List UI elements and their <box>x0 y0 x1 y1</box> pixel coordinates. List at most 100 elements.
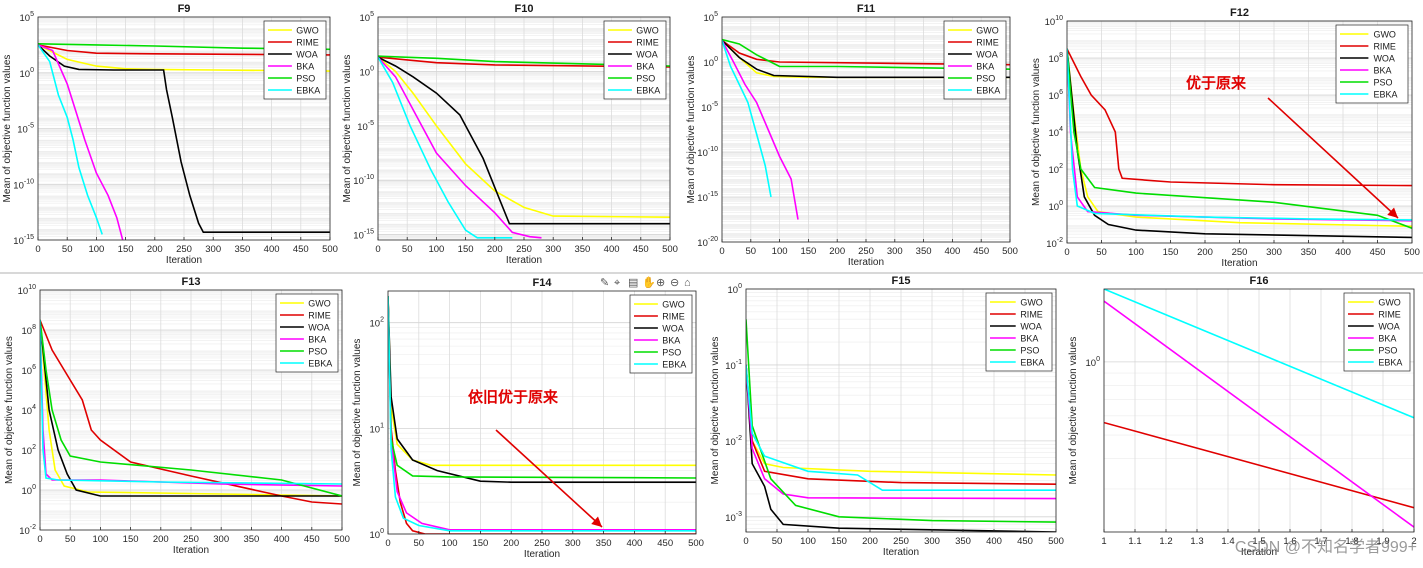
x-tick-label: 150 <box>458 244 474 255</box>
legend[interactable]: GWO RIME WOA BKA PSO EBKA <box>1343 292 1411 372</box>
x-tick-label: 400 <box>944 246 960 257</box>
x-tick-label: 450 <box>1370 247 1386 258</box>
x-tick-label: 450 <box>633 244 649 255</box>
x-tick-label: 100 <box>442 538 458 549</box>
y-tick-label: 10-3 <box>725 511 742 524</box>
series-line-woa <box>38 44 330 233</box>
x-tick-label: 500 <box>1002 246 1018 257</box>
legend-label-bka: BKA <box>976 62 994 72</box>
x-tick-label: 150 <box>472 538 488 549</box>
chart-f13[interactable]: 0 50 100 150 200 250 300 350 400 450 500 10-2 100 102… <box>4 276 350 556</box>
series-line-rime <box>40 319 342 505</box>
x-tick-label: 0 <box>1064 247 1069 258</box>
x-tick-label: 200 <box>503 538 519 549</box>
legend-label-bka: BKA <box>1020 334 1038 344</box>
legend[interactable]: GWO RIME WOA BKA PSO EBKA <box>943 20 1007 100</box>
legend[interactable]: GWO RIME WOA BKA PSO EBKA <box>1335 24 1409 104</box>
x-tick-label: 500 <box>662 244 678 255</box>
data-tip-icon[interactable]: ⌖ <box>614 277 620 289</box>
legend-label-pso: PSO <box>1373 78 1392 88</box>
legend[interactable]: GWO RIME WOA BKA PSO EBKA <box>629 294 693 374</box>
chart-f12[interactable]: 0 50 100 150 200 250 300 350 400 450 500 10-2 100 102… <box>1031 7 1420 269</box>
series-line-ebka <box>722 40 772 198</box>
y-tick-label: 100 <box>360 65 375 78</box>
legend[interactable]: GWO RIME WOA BKA PSO EBKA <box>275 293 339 373</box>
y-tick-label: 108 <box>22 324 37 337</box>
legend-label-rime: RIME <box>296 38 319 48</box>
chart-f9[interactable]: 0 50 100 150 200 250 300 350 400 450 500 10-15 10-10… <box>2 3 338 266</box>
chart-title: F16 <box>1250 275 1269 287</box>
brush-icon[interactable]: ✎ <box>600 277 609 289</box>
y-tick-label: 106 <box>1049 89 1064 102</box>
x-tick-label: 400 <box>986 536 1002 547</box>
legend-label-ebka: EBKA <box>1373 90 1397 100</box>
chart-title: F10 <box>515 3 534 15</box>
legend-label-bka: BKA <box>296 62 314 72</box>
zoom-in-icon[interactable]: ⊕ <box>656 277 665 289</box>
legend-label-woa: WOA <box>636 50 658 60</box>
pan-icon[interactable]: ✋ <box>642 276 656 289</box>
x-tick-label: 50 <box>1096 247 1107 258</box>
chart-title: F9 <box>178 3 191 15</box>
y-tick-label: 10-2 <box>19 524 36 537</box>
series-line-woa <box>722 39 1010 79</box>
legend-box <box>943 20 1007 100</box>
series-line-bka <box>746 364 1056 500</box>
x-axis-label: Iteration <box>166 255 202 266</box>
save-icon[interactable]: ▤ <box>628 277 638 289</box>
annotation-text: 优于原来 <box>1186 74 1247 92</box>
axes-toolbar[interactable]: ✎ ⌖ ▤ ✋ ⊕ ⊖ ⌂ <box>600 276 691 289</box>
series-line-ebka <box>40 319 342 485</box>
legend-label-ebka: EBKA <box>976 86 1000 96</box>
legend-label-pso: PSO <box>662 348 681 358</box>
home-icon[interactable]: ⌂ <box>684 277 691 289</box>
y-tick-label: 100 <box>1049 200 1064 213</box>
chart-f10[interactable]: 0 50 100 150 200 250 300 350 400 450 500 10-15 10-10… <box>342 3 678 266</box>
x-tick-label: 200 <box>1197 247 1213 258</box>
x-tick-label: 1.1 <box>1128 536 1141 547</box>
legend-label-pso: PSO <box>296 74 315 84</box>
x-tick-label: 50 <box>746 246 757 257</box>
x-tick-label: 400 <box>264 244 280 255</box>
legend-label-gwo: GWO <box>308 299 331 309</box>
legend-box <box>1343 292 1411 372</box>
legend-label-bka: BKA <box>662 336 680 346</box>
series-line-ebka <box>746 364 1056 491</box>
svg-text:⊕: ⊕ <box>656 277 665 289</box>
legend-box <box>263 20 327 100</box>
legend-label-rime: RIME <box>636 38 659 48</box>
x-tick-label: 1.3 <box>1190 536 1203 547</box>
chart-f11[interactable]: 0 50 100 150 200 250 300 350 400 450 500 10-20 10-15… <box>686 3 1018 268</box>
x-tick-label: 1.2 <box>1159 536 1172 547</box>
y-tick-label: 1010 <box>1045 15 1063 28</box>
y-tick-label: 10-2 <box>725 435 742 448</box>
legend-label-ebka: EBKA <box>1020 358 1044 368</box>
y-tick-label: 10-10 <box>13 178 34 191</box>
y-tick-label: 100 <box>370 528 385 541</box>
legend[interactable]: GWO RIME WOA BKA PSO EBKA <box>603 20 667 100</box>
legend-label-bka: BKA <box>308 335 326 345</box>
legend-label-ebka: EBKA <box>1378 358 1402 368</box>
y-axis-label: Mean of objective function values <box>686 56 697 204</box>
x-tick-label: 250 <box>516 244 532 255</box>
y-tick-label: 10-1 <box>725 359 742 372</box>
arrow-head <box>1387 207 1398 218</box>
legend-label-gwo: GWO <box>296 26 319 36</box>
legend[interactable]: GWO RIME WOA BKA PSO EBKA <box>263 20 327 100</box>
x-tick-label: 350 <box>574 244 590 255</box>
chart-f14[interactable]: 0 50 100 150 200 250 300 350 400 450 500 100 101 102 F… <box>352 277 704 560</box>
chart-f15[interactable]: 0 50 100 150 200 250 300 350 400 450 500 10-3 10-2 10… <box>710 275 1064 558</box>
chart-f16[interactable]: 1 1.1 1.2 1.3 1.4 1.5 1.6 1.7 1.8 1.9 2 100 F16 Itera… <box>1068 275 1417 558</box>
x-tick-label: 300 <box>565 538 581 549</box>
legend-box <box>275 293 339 373</box>
legend-label-gwo: GWO <box>976 26 999 36</box>
series-line-ebka <box>1104 289 1414 419</box>
x-tick-label: 300 <box>213 534 229 545</box>
legend-label-pso: PSO <box>976 74 995 84</box>
x-tick-label: 100 <box>92 534 108 545</box>
x-tick-label: 2 <box>1411 536 1416 547</box>
legend-label-pso: PSO <box>636 74 655 84</box>
zoom-out-icon[interactable]: ⊖ <box>670 277 679 289</box>
legend[interactable]: GWO RIME WOA BKA PSO EBKA <box>985 292 1053 372</box>
legend-label-woa: WOA <box>1373 54 1395 64</box>
